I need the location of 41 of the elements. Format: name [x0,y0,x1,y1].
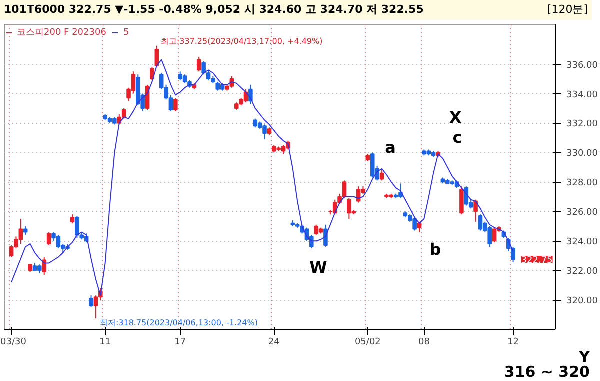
y-tick-label: 334.00 [566,90,598,100]
text: 322.75 [521,256,553,266]
candlestick [460,186,464,216]
annotation: 최저:318.75(2023/04/06,13:00, -1.24%) [100,318,258,328]
x-tick-label: 03/30 [0,338,27,348]
annotation: X [449,108,462,127]
chart-title: 101T6000 322.75 ▼-1.55 -0.48% 9,052 시 324.60 고 324.70 저 322.55 [4,2,424,18]
y-tick-label: 324.00 [566,238,598,248]
candlestick [380,170,384,182]
text: Y [579,348,590,366]
x-tick-label: 24 [268,338,280,348]
y-tick-label: 322.00 [566,267,598,278]
annotation: b [430,240,442,259]
y-tick-label: 332.00 [566,120,598,130]
annotation: c [452,128,462,147]
y-tick-label: 320.00 [566,296,598,307]
x-tick-label: 11 [100,338,112,348]
chart-subtitle: 코스피200 F 202306 [17,27,106,39]
candlestick [89,295,94,308]
candlestick [417,221,422,233]
candlestick [42,256,46,276]
annotation: W [310,258,328,277]
annotation: 최고:337.25(2023/04/13,17:00, +4.49%) [160,36,323,46]
y-tick-label: 336.00 [566,60,598,71]
y-tick-label: 326.00 [566,208,598,218]
x-tick-label: 12 [508,338,520,348]
candlestick [196,56,202,72]
y-tick-label: 330.00 [566,149,598,160]
candlestick [46,232,52,246]
candlestick [174,98,178,112]
text: [120분] [547,2,588,18]
x-tick-label: 17 [174,338,186,348]
candlestick [248,84,253,105]
annotation: a [385,138,396,157]
x-tick-label: 08 [418,338,430,348]
candlestick [150,66,154,81]
candlestick [474,199,478,222]
text: 316 ~ 320 [504,363,590,381]
y-tick-label: 328.00 [566,178,598,189]
x-tick-label: 05/02 [354,338,381,348]
legend-label: 5 [123,28,130,38]
